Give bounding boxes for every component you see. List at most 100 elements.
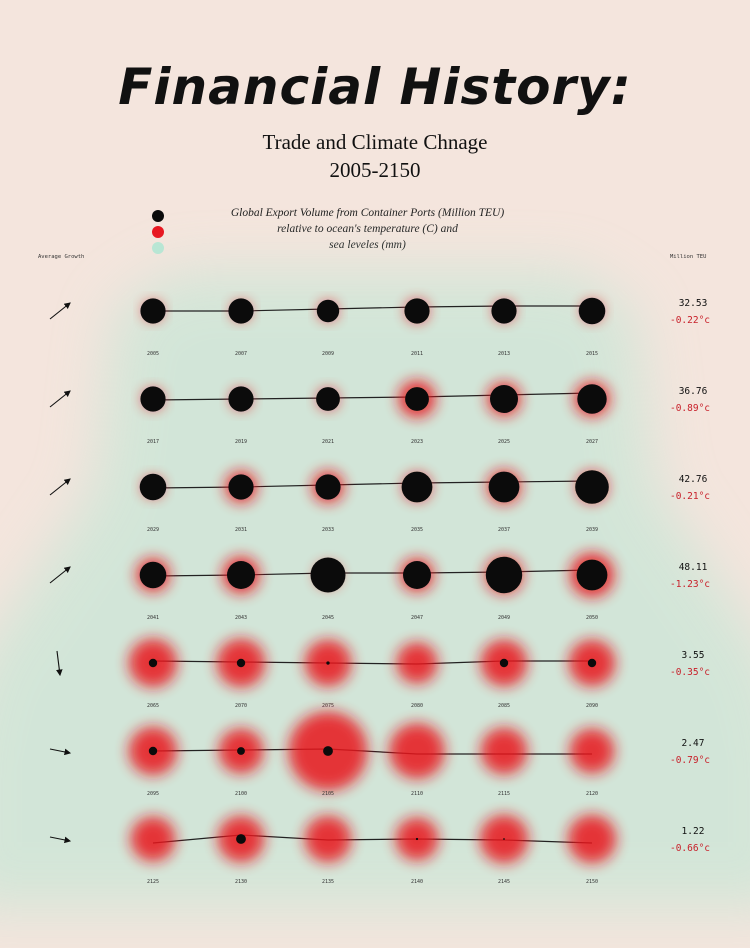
export-point	[237, 747, 245, 755]
export-point	[578, 297, 606, 325]
export-point	[315, 474, 341, 500]
temperature-value: -0.35°c	[670, 667, 710, 678]
export-value: 36.76	[679, 386, 708, 397]
chart-row: 2017 2019 2021 2023 2025 2027 36.76 -0.89°c	[49, 380, 710, 445]
year-label: 2115	[498, 791, 510, 797]
export-point	[403, 561, 431, 589]
year-range: 2005-2150	[329, 158, 421, 182]
year-label: 2105	[322, 791, 334, 797]
export-value: 42.76	[679, 474, 708, 485]
year-label: 2037	[498, 527, 510, 533]
year-label: 2015	[586, 351, 598, 357]
export-point	[488, 471, 520, 503]
year-label: 2039	[586, 527, 598, 533]
export-point	[401, 471, 433, 503]
year-label: 2035	[411, 527, 423, 533]
export-point	[148, 658, 158, 668]
year-label: 2007	[235, 351, 247, 357]
export-point	[575, 470, 609, 504]
temperature-blob	[304, 815, 352, 863]
legend-line-1: Global Export Volume from Container Port…	[230, 207, 505, 219]
year-label: 2047	[411, 615, 423, 621]
average-growth-label: Average Growth	[38, 254, 85, 260]
year-label: 2150	[586, 879, 598, 885]
export-point	[405, 387, 429, 411]
export-point	[503, 838, 505, 840]
export-value: 3.55	[682, 650, 705, 661]
temperature-blob	[130, 816, 176, 862]
legend-export-swatch	[152, 210, 164, 222]
year-label: 2080	[411, 703, 423, 709]
rows-layer: 2005 2007 2009 2011 2013 2015 32.53 -0.22°c 2017…	[49, 297, 710, 885]
export-point	[228, 474, 254, 500]
year-label: 2009	[322, 351, 334, 357]
year-label: 2065	[147, 703, 159, 709]
chart-row: 2125 2130 2135 2140 2145 2150 1.22 -0.66°c	[49, 814, 710, 885]
year-label: 2100	[235, 791, 247, 797]
year-label: 2090	[586, 703, 598, 709]
temperature-blob	[569, 728, 615, 774]
year-label: 2145	[498, 879, 510, 885]
legend-text: Global Export Volume from Container Port…	[180, 205, 555, 253]
year-label: 2125	[147, 879, 159, 885]
export-point	[499, 658, 509, 668]
export-point	[139, 473, 167, 501]
year-label: 2021	[322, 439, 334, 445]
chart-row: 2029 2031 2033 2035 2037 2039 42.76 -0.21°c	[49, 470, 710, 533]
growth-arrow-icon	[49, 478, 71, 496]
chart-row: 2041 2043 2045 2047 2049 2050 48.11 -1.23°c	[49, 552, 710, 621]
year-label: 2043	[235, 615, 247, 621]
year-label: 2135	[322, 879, 334, 885]
chart-row: 2065 2070 2075 2080 2085 2090 3.55 -0.35°c	[56, 638, 710, 709]
export-value: 1.22	[682, 826, 705, 837]
growth-arrow-icon	[49, 390, 71, 408]
year-label: 2005	[147, 351, 159, 357]
export-point	[490, 385, 518, 413]
year-label: 2033	[322, 527, 334, 533]
year-label: 2029	[147, 527, 159, 533]
year-label: 2027	[586, 439, 598, 445]
year-label: 2095	[147, 791, 159, 797]
export-point	[491, 298, 517, 324]
temperature-value: -0.66°c	[670, 843, 710, 854]
export-value: 2.47	[682, 738, 705, 749]
export-point	[227, 561, 255, 589]
temperature-blob	[389, 723, 445, 779]
sea-level-shape	[0, 271, 750, 909]
year-label: 2025	[498, 439, 510, 445]
export-point	[228, 386, 254, 412]
year-label: 2110	[411, 791, 423, 797]
export-point	[415, 837, 419, 841]
export-point	[316, 387, 340, 411]
growth-arrow-icon	[49, 302, 71, 320]
temperature-blob	[480, 727, 528, 775]
export-point	[404, 298, 430, 324]
export-point	[140, 298, 166, 324]
year-label: 2070	[235, 703, 247, 709]
temperature-value: -0.21°c	[670, 491, 710, 502]
export-point	[228, 298, 254, 324]
export-point	[310, 557, 346, 593]
year-label: 2050	[586, 615, 598, 621]
temperature-value: -0.79°c	[670, 755, 710, 766]
export-point	[485, 556, 523, 594]
year-label: 2130	[235, 879, 247, 885]
temperature-blob	[396, 642, 438, 684]
sea-level-layer	[0, 271, 750, 909]
legend-line-3: sea leveles (mm)	[329, 239, 406, 251]
year-label: 2041	[147, 615, 159, 621]
million-teu-label: Million TEU	[670, 254, 707, 260]
year-label: 2023	[411, 439, 423, 445]
growth-arrow-icon	[49, 566, 71, 584]
legend-sea-level-swatch	[152, 242, 164, 254]
chart-row: 2095 2100 2105 2110 2115 2120 2.47 -0.79°c	[49, 711, 710, 797]
series-line	[153, 305, 592, 312]
export-value: 32.53	[679, 298, 708, 309]
year-label: 2019	[235, 439, 247, 445]
temperature-blob	[567, 814, 617, 864]
chart-row: 2005 2007 2009 2011 2013 2015 32.53 -0.22°c	[49, 297, 710, 357]
year-label: 2031	[235, 527, 247, 533]
growth-arrow-icon	[49, 748, 72, 756]
year-label: 2045	[322, 615, 334, 621]
